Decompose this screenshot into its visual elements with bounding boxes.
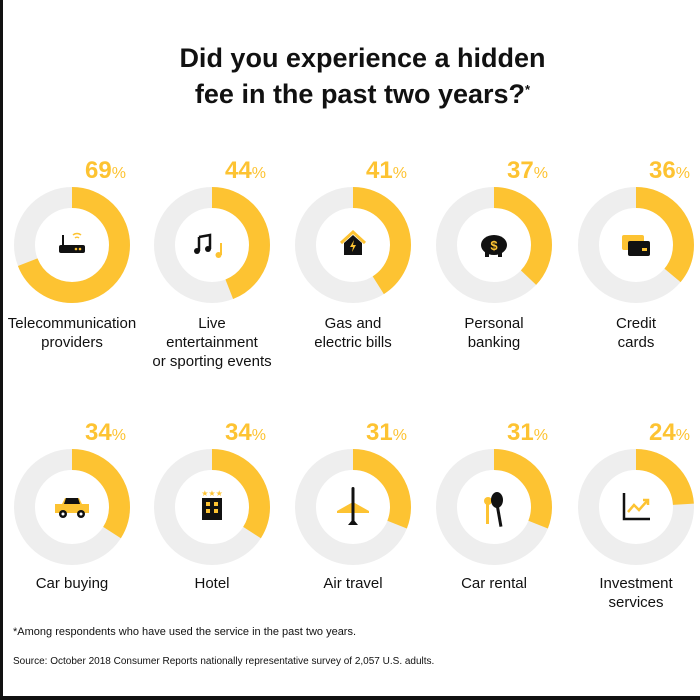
percent-value-label: 34% xyxy=(85,419,126,447)
category-label-line: Personal xyxy=(464,315,524,332)
music-notes-icon xyxy=(194,233,222,258)
category-label: Gas and electric bills xyxy=(263,314,443,352)
category-label: Hotel xyxy=(122,574,302,593)
category-label-line: Car rental xyxy=(461,575,527,592)
category-label-line: banking xyxy=(467,334,521,351)
percent-value-label: 34% xyxy=(225,419,266,447)
title-line-2-text: fee in the past two years? xyxy=(194,79,526,109)
donut-chart xyxy=(578,449,694,565)
router-icon xyxy=(59,232,85,253)
category-label: Live entertainment or sporting events xyxy=(122,314,302,371)
category-label-line: Hotel xyxy=(194,575,230,592)
donut-value-arc xyxy=(154,187,270,303)
hotel-icon: ★★★ xyxy=(201,489,223,520)
svg-text:★★★: ★★★ xyxy=(201,489,223,498)
category-label: Investment services xyxy=(546,574,700,612)
category-label: Credit cards xyxy=(546,314,700,352)
category-label-line: services xyxy=(608,594,664,611)
percent-sign: % xyxy=(675,165,690,182)
percent-sign: % xyxy=(111,165,126,182)
percent-value-label: 36% xyxy=(649,157,690,185)
source-note: Source: October 2018 Consumer Reports na… xyxy=(13,656,435,667)
category-label-line: Telecommunication xyxy=(7,315,137,332)
donut-chart xyxy=(436,449,552,565)
percent-value-label: 37% xyxy=(507,157,548,185)
category-label: Telecommunication providers xyxy=(0,314,162,352)
house-bolt-icon xyxy=(339,229,367,255)
percent-sign: % xyxy=(533,165,548,182)
percent-sign: % xyxy=(675,427,690,444)
donut-value-arc xyxy=(154,449,270,565)
category-label-line: cards xyxy=(617,334,655,351)
page-title: Did you experience a hidden fee in the p… xyxy=(60,40,665,112)
percent-number: 69 xyxy=(85,157,112,184)
percent-number: 36 xyxy=(649,157,676,184)
donut-chart xyxy=(295,449,411,565)
percent-value-label: 24% xyxy=(649,419,690,447)
category-label: Car buying xyxy=(0,574,162,593)
percent-sign: % xyxy=(533,427,548,444)
donut-value-arc xyxy=(436,449,552,565)
frame-border-left xyxy=(0,0,3,700)
percent-number: 41 xyxy=(366,157,393,184)
percent-number: 44 xyxy=(225,157,252,184)
percent-sign: % xyxy=(392,165,407,182)
category-label-line: providers xyxy=(41,334,103,351)
frame-border-bottom xyxy=(0,696,700,700)
credit-card-icon xyxy=(622,235,650,256)
chart-up-icon xyxy=(622,493,650,521)
donut-value-arc xyxy=(295,449,411,565)
car-icon xyxy=(55,498,89,518)
category-label-line: Air travel xyxy=(323,575,383,592)
donut-value-arc xyxy=(436,187,552,303)
donut-value-arc xyxy=(578,449,694,565)
percent-number: 34 xyxy=(85,419,112,446)
category-label: Car rental xyxy=(404,574,584,593)
donut-chart xyxy=(14,449,130,565)
category-label: Air travel xyxy=(263,574,443,593)
percent-value-label: 41% xyxy=(366,157,407,185)
donut-value-arc xyxy=(295,187,411,303)
percent-value-label: 31% xyxy=(366,419,407,447)
category-label-line: electric bills xyxy=(314,334,392,351)
donut-value-arc xyxy=(578,187,694,303)
category-label-line: Credit xyxy=(615,315,656,332)
donut-chart xyxy=(295,187,411,303)
category-label-line: Live xyxy=(198,315,226,332)
piggy-bank-icon: $ xyxy=(481,235,507,257)
donut-chart: ★★★ xyxy=(154,449,270,565)
percent-value-label: 44% xyxy=(225,157,266,185)
title-footnote-mark: * xyxy=(525,82,531,97)
donut-value-arc xyxy=(14,187,130,303)
percent-sign: % xyxy=(251,427,266,444)
percent-number: 24 xyxy=(649,419,676,446)
airplane-icon xyxy=(337,487,369,525)
footnote: *Among respondents who have used the ser… xyxy=(13,626,357,638)
car-keys-icon xyxy=(484,492,503,527)
donut-value-arc xyxy=(14,449,130,565)
category-label-line: Investment xyxy=(599,575,673,592)
percent-value-label: 69% xyxy=(85,157,126,185)
donut-chart xyxy=(578,187,694,303)
title-line-2: fee in the past two years?* xyxy=(60,76,665,112)
percent-sign: % xyxy=(392,427,407,444)
percent-number: 37 xyxy=(507,157,534,184)
category-label-line: Gas and xyxy=(324,315,382,332)
category-label-line: entertainment xyxy=(166,334,258,351)
percent-number: 31 xyxy=(507,419,534,446)
svg-text:$: $ xyxy=(490,238,498,253)
category-label-line: or sporting events xyxy=(152,353,272,370)
percent-sign: % xyxy=(251,165,266,182)
donut-chart: $ xyxy=(436,187,552,303)
donut-chart xyxy=(154,187,270,303)
donut-chart xyxy=(14,187,130,303)
percent-number: 31 xyxy=(366,419,393,446)
percent-number: 34 xyxy=(225,419,252,446)
percent-value-label: 31% xyxy=(507,419,548,447)
category-label: Personal banking xyxy=(404,314,584,352)
category-label-line: Car buying xyxy=(35,575,109,592)
title-line-1: Did you experience a hidden xyxy=(179,43,546,73)
percent-sign: % xyxy=(111,427,126,444)
